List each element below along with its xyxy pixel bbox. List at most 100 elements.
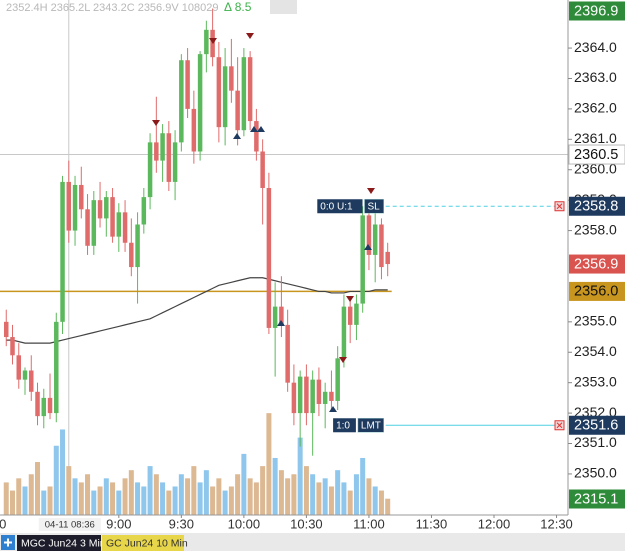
candle-body	[329, 391, 334, 401]
candle-body	[297, 376, 303, 414]
last-price-tag: 2356.9	[574, 256, 618, 272]
volume-bar	[235, 474, 241, 515]
volume-bar	[210, 486, 216, 515]
level-price-tag: 2356.0	[574, 284, 618, 300]
candle-body	[247, 57, 253, 122]
y-tick-label: 2354.0	[574, 343, 617, 359]
candle-body	[66, 181, 72, 231]
volume-bar	[197, 482, 203, 515]
x-tick-label: 10:30	[290, 516, 323, 531]
volume-bar	[310, 474, 316, 515]
volume-bar	[91, 490, 97, 515]
candle-body	[141, 197, 147, 225]
volume-bar	[135, 482, 141, 515]
volume-bar	[378, 490, 384, 515]
candle-body	[310, 379, 315, 414]
crosshair-price-tag: 2360.5	[574, 147, 618, 163]
x-tick-label: 8:00	[0, 516, 6, 531]
volume-bar	[385, 498, 391, 515]
x-tick-label: 10:00	[228, 516, 261, 531]
delta: Δ 8.5	[224, 0, 252, 14]
candle-body	[160, 133, 165, 161]
y-tick-label: 2362.0	[574, 100, 617, 116]
candle-body	[29, 370, 34, 392]
volume-bar	[297, 437, 303, 515]
moving-average	[6, 277, 388, 344]
x-tick-label: 9:00	[106, 516, 131, 531]
sell-marker	[367, 188, 375, 194]
volume-bar	[328, 486, 334, 515]
buy-marker	[329, 406, 337, 412]
volume-bar	[97, 486, 103, 515]
candle-body	[379, 224, 384, 268]
bottom-price-tag-box	[569, 489, 625, 509]
candle-body	[147, 142, 153, 198]
volume-bar	[303, 466, 309, 515]
volume-bar	[153, 474, 159, 515]
volume-bar	[178, 474, 184, 515]
tab-label: GC Jun24 10 Min	[106, 537, 188, 549]
toolbar-button[interactable]	[270, 0, 297, 14]
candle-body	[285, 324, 290, 383]
sell-marker	[246, 33, 254, 39]
volume-bar	[222, 490, 228, 515]
volume-bar	[322, 478, 328, 515]
candle-body	[216, 57, 222, 128]
candle-body	[16, 355, 22, 380]
candle-body	[354, 303, 359, 325]
candle-body	[266, 187, 272, 328]
volume-bar	[372, 486, 378, 515]
buy-marker	[257, 126, 265, 132]
order-cancel-icon	[556, 422, 563, 429]
candle-body	[341, 306, 347, 359]
candle-body	[79, 184, 84, 210]
buy-marker	[250, 126, 258, 132]
y-tick-label: 2353.0	[574, 373, 617, 389]
volume-bar	[366, 478, 372, 515]
candle-body	[97, 200, 103, 219]
tab[interactable]	[17, 535, 101, 551]
candle-body	[179, 60, 184, 143]
candle-body	[47, 397, 53, 414]
volume-bar	[191, 466, 197, 515]
candle-body	[22, 370, 28, 380]
y-tick-label: 2361.0	[574, 130, 617, 146]
candle-body	[85, 209, 90, 246]
candle-body	[197, 54, 203, 152]
buy-marker	[233, 133, 241, 139]
candle-body	[260, 151, 265, 188]
volume-bar	[41, 490, 47, 515]
y-tick-label: 2358.0	[574, 221, 617, 237]
buy-marker	[277, 320, 285, 326]
sell-marker	[209, 38, 217, 44]
order-label: 1:0	[336, 420, 350, 431]
top-price-tag-box	[569, 1, 625, 21]
sell-marker	[346, 296, 354, 302]
volume-bar	[103, 478, 109, 515]
plot-area	[0, 0, 568, 515]
tab-label: MGC Jun24 3 Min	[21, 537, 106, 549]
x-tick-label: 9:30	[169, 516, 194, 531]
candle-body	[35, 391, 40, 417]
tab[interactable]	[102, 535, 184, 551]
candle-body	[347, 306, 353, 325]
candle-body	[154, 142, 159, 161]
volume-bar	[166, 490, 172, 515]
volume-bar	[72, 478, 78, 515]
volume-bar	[228, 486, 234, 515]
candle-body	[54, 321, 59, 414]
x-tick-label: 11:00	[353, 516, 385, 531]
candle-body	[235, 90, 240, 131]
volume-bar	[285, 478, 291, 515]
buy-marker	[364, 244, 372, 250]
ohlc-header: 2352.4H 2365.2L 2343.2C 2356.9V 108029	[6, 2, 218, 14]
volume-bar	[122, 478, 128, 515]
order-cancel-icon	[556, 203, 563, 210]
y-tick-label: 2350.0	[574, 465, 617, 481]
x-tick-label: 11:30	[416, 516, 448, 531]
candle-body	[279, 306, 284, 325]
candle-body	[204, 29, 209, 55]
candle-body	[122, 212, 128, 243]
order-type: LMT	[361, 420, 381, 431]
